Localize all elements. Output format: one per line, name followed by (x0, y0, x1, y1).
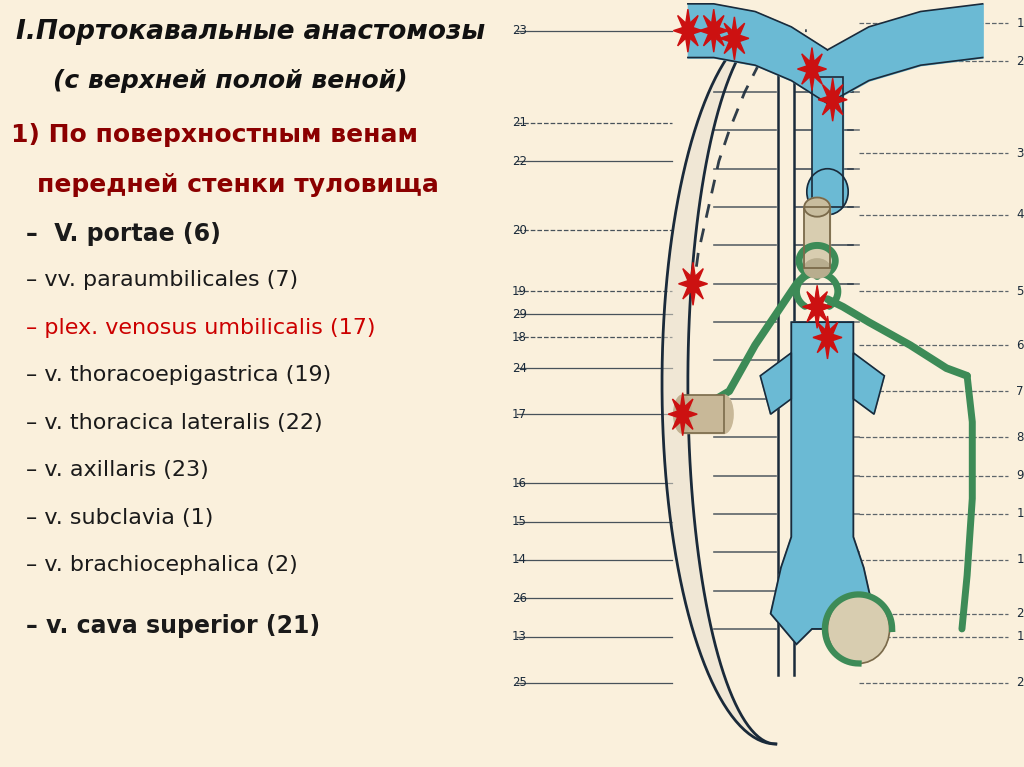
Text: 13: 13 (512, 630, 527, 643)
Text: – v. thoracoepigastrica (19): – v. thoracoepigastrica (19) (27, 365, 332, 385)
Ellipse shape (674, 395, 692, 433)
Polygon shape (853, 353, 885, 414)
Text: (с верхней полой веной): (с верхней полой веной) (53, 69, 408, 93)
Text: 7: 7 (1016, 385, 1024, 397)
Text: 14: 14 (512, 554, 527, 566)
Text: – vv. paraumbilicales (7): – vv. paraumbilicales (7) (27, 270, 298, 290)
Text: 11: 11 (1016, 554, 1024, 566)
Polygon shape (720, 17, 749, 60)
Text: 24: 24 (512, 362, 527, 374)
Polygon shape (812, 77, 843, 207)
Text: I.Портокавальные анастомозы: I.Портокавальные анастомозы (15, 19, 485, 45)
Bar (804, 207, 830, 268)
Text: 28: 28 (1016, 676, 1024, 689)
Text: 6: 6 (1016, 339, 1024, 351)
Text: 26: 26 (512, 592, 527, 604)
Polygon shape (699, 9, 728, 52)
Text: 25: 25 (512, 676, 527, 689)
Text: –  V. portae (6): – V. portae (6) (27, 222, 221, 246)
Bar (683, 395, 724, 433)
Text: – v. thoracica lateralis (22): – v. thoracica lateralis (22) (27, 413, 323, 433)
Polygon shape (679, 262, 708, 305)
Text: 2: 2 (1016, 55, 1024, 67)
Ellipse shape (827, 594, 890, 663)
Bar (683, 395, 724, 433)
Text: 3: 3 (1016, 147, 1024, 160)
Text: 19: 19 (512, 285, 527, 298)
Polygon shape (818, 78, 847, 121)
Text: 27: 27 (1016, 607, 1024, 620)
Text: – plex. venosus umbilicalis (17): – plex. venosus umbilicalis (17) (27, 318, 376, 337)
Polygon shape (803, 285, 831, 328)
Text: 21: 21 (512, 117, 527, 129)
Polygon shape (760, 353, 792, 414)
Text: 18: 18 (512, 331, 527, 344)
Text: – v. subclavia (1): – v. subclavia (1) (27, 508, 214, 528)
Text: 20: 20 (512, 224, 527, 236)
Text: 23: 23 (512, 25, 527, 37)
Text: 17: 17 (512, 408, 527, 420)
Text: 12: 12 (1016, 630, 1024, 643)
Text: 10: 10 (1016, 508, 1024, 520)
Text: 4: 4 (1016, 209, 1024, 221)
Ellipse shape (804, 198, 830, 217)
Text: 16: 16 (512, 477, 527, 489)
Polygon shape (663, 23, 776, 744)
Text: 1) По поверхностным венам: 1) По поверхностным венам (10, 123, 418, 146)
Ellipse shape (804, 258, 830, 278)
Ellipse shape (807, 169, 848, 215)
Ellipse shape (715, 395, 733, 433)
Text: 15: 15 (512, 515, 527, 528)
Text: – v. cava superior (21): – v. cava superior (21) (27, 614, 321, 637)
Text: 29: 29 (512, 308, 527, 321)
Polygon shape (669, 393, 697, 436)
Polygon shape (771, 322, 874, 644)
Text: 1: 1 (1016, 17, 1024, 29)
Polygon shape (798, 48, 826, 91)
Text: 22: 22 (512, 155, 527, 167)
Polygon shape (813, 316, 842, 359)
Text: передней стенки туловища: передней стенки туловища (37, 173, 439, 196)
Text: 9: 9 (1016, 469, 1024, 482)
Text: 8: 8 (1016, 431, 1024, 443)
Polygon shape (674, 9, 702, 52)
Text: – v. axillaris (23): – v. axillaris (23) (27, 460, 209, 480)
Text: 5: 5 (1016, 285, 1024, 298)
Bar (804, 207, 830, 268)
Polygon shape (804, 288, 830, 326)
Text: – v. brachiocephalica (2): – v. brachiocephalica (2) (27, 555, 298, 575)
